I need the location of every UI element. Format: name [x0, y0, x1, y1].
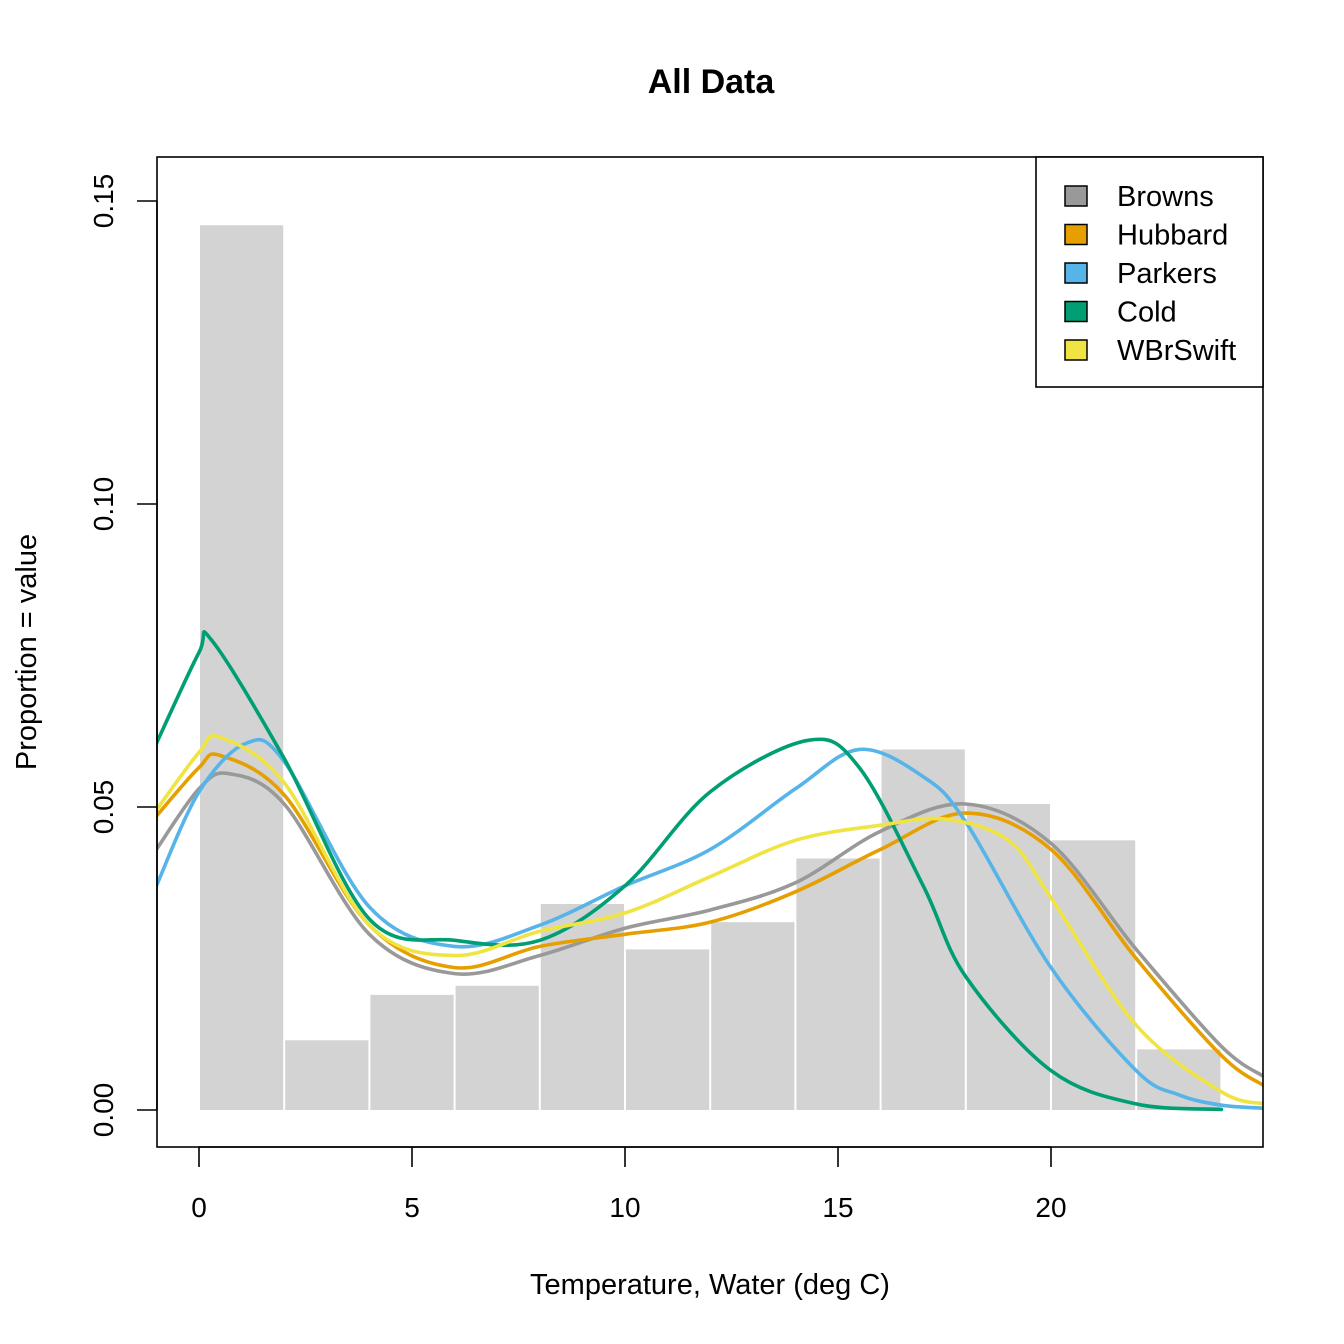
histogram-bar: [966, 803, 1050, 1110]
series-line-cold: [157, 630, 1224, 1112]
histogram-bar: [626, 949, 710, 1110]
legend-label: WBrSwift: [1117, 335, 1236, 367]
y-axis-label: Proportion = value: [11, 534, 43, 770]
histogram-bar: [1052, 840, 1136, 1110]
legend-swatch: [1064, 262, 1088, 284]
legend-swatch: [1064, 223, 1088, 246]
x-tick-label: 0: [191, 1192, 207, 1223]
y-tick-label: 0.05: [88, 780, 119, 835]
x-axis: 0 5 10 15 20: [191, 1146, 1067, 1223]
series-line-browns: [157, 771, 1263, 1079]
histogram-bar: [881, 749, 965, 1110]
x-axis-label: Temperature, Water (deg C): [530, 1269, 890, 1301]
histogram-bar: [796, 858, 880, 1110]
y-tick-label: 0.10: [88, 477, 119, 532]
series-line-hubbard: [157, 752, 1263, 1088]
histogram-bar: [711, 922, 795, 1110]
histogram-bar: [200, 225, 284, 1111]
legend-label: Browns: [1117, 181, 1214, 213]
y-axis: 0.00 0.05 0.10 0.15: [88, 174, 158, 1138]
histogram-bar: [455, 985, 539, 1110]
chart-title: All Data: [648, 63, 776, 101]
x-tick-label: 5: [404, 1192, 420, 1223]
legend-label: Hubbard: [1117, 220, 1228, 252]
legend-swatch: [1064, 185, 1088, 207]
histogram-bar: [370, 994, 454, 1110]
legend-swatch: [1064, 339, 1088, 361]
histogram-bar: [1137, 1049, 1221, 1110]
density-lines: [157, 630, 1263, 1112]
series-line-wbrswift: [157, 734, 1263, 1106]
legend-label: Parkers: [1117, 258, 1217, 290]
x-tick-label: 10: [609, 1192, 640, 1223]
histogram-bars: [200, 225, 1221, 1111]
legend-label: Cold: [1117, 297, 1177, 329]
y-tick-label: 0.00: [88, 1083, 119, 1138]
legend-swatch: [1064, 300, 1088, 323]
x-tick-label: 15: [822, 1192, 853, 1223]
y-tick-label: 0.15: [88, 174, 119, 229]
x-tick-label: 20: [1035, 1192, 1066, 1223]
histogram-bar: [285, 1040, 369, 1110]
legend: Browns Hubbard Parkers Cold WBrSwift: [1035, 156, 1264, 388]
